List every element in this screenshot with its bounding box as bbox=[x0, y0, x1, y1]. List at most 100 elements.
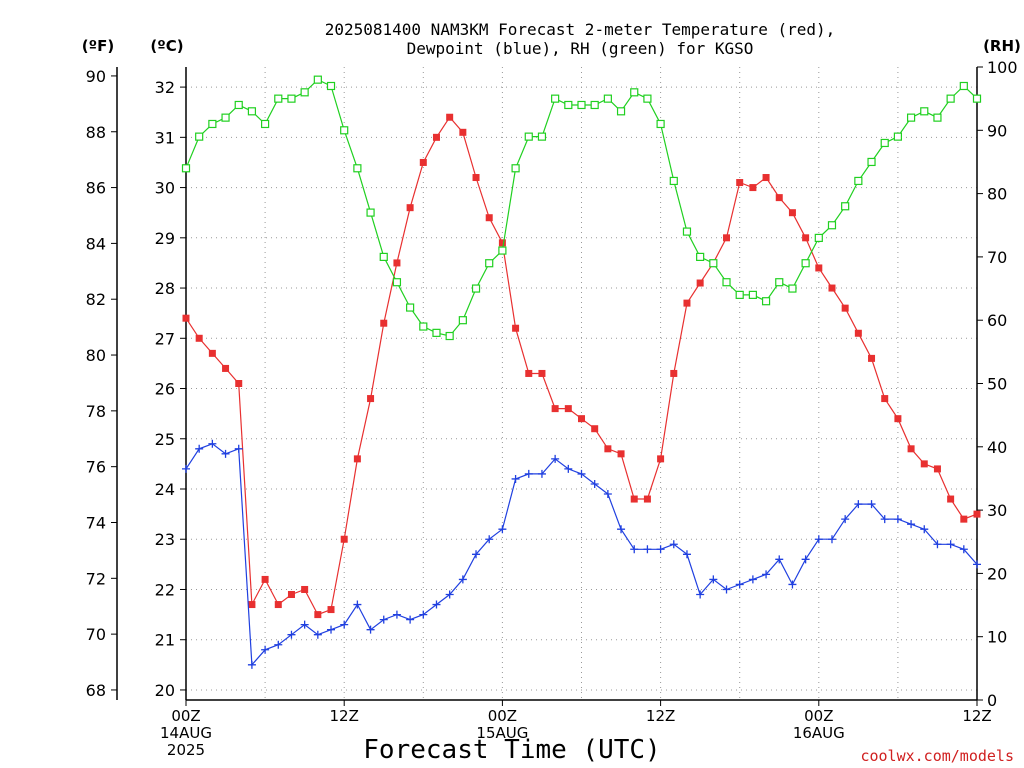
celsius-tick-label: 28 bbox=[155, 279, 175, 298]
dewpoint-point bbox=[300, 620, 309, 629]
x-axis-title: Forecast Time (UTC) bbox=[363, 735, 660, 765]
x-tick-label: 14AUG bbox=[160, 724, 212, 742]
rh-point bbox=[920, 107, 929, 116]
dewpoint-point bbox=[366, 625, 375, 634]
temperature-point bbox=[261, 575, 269, 583]
dewpoint-point bbox=[762, 570, 771, 579]
fahrenheit-tick-label: 76 bbox=[86, 458, 106, 477]
temperature-point bbox=[446, 113, 454, 121]
fahrenheit-unit-label: (ºF) bbox=[82, 37, 114, 55]
temperature-point bbox=[920, 460, 928, 468]
rh-tick-label: 70 bbox=[987, 248, 1007, 267]
celsius-tick-label: 29 bbox=[155, 229, 175, 248]
fahrenheit-tick-label: 84 bbox=[86, 234, 106, 253]
rh-point bbox=[801, 259, 810, 268]
temperature-point bbox=[222, 364, 230, 372]
rh-point bbox=[379, 252, 388, 261]
rh-point bbox=[669, 176, 678, 186]
celsius-tick-label: 23 bbox=[155, 530, 175, 549]
rh-point bbox=[181, 164, 191, 173]
dewpoint-point bbox=[247, 660, 256, 669]
temperature-point bbox=[208, 349, 216, 357]
rh-point bbox=[498, 246, 507, 255]
temperature-point bbox=[894, 415, 902, 423]
temperature-point bbox=[788, 209, 796, 217]
tick-labels: 68 70 72 74 76 78 80 82 84 86 88 90 20 21 22 23 24 25 26 27… bbox=[86, 58, 1018, 759]
rh-point bbox=[696, 252, 705, 261]
x-tick-label: 16AUG bbox=[793, 724, 845, 742]
temperature-point bbox=[973, 510, 981, 518]
dewpoint-point bbox=[973, 560, 981, 569]
rh-point bbox=[893, 132, 903, 141]
temperature-point bbox=[287, 591, 295, 598]
dewpoint-point bbox=[551, 454, 560, 463]
dewpoint-point bbox=[907, 520, 916, 529]
chart-title-line2: Dewpoint (blue), RH (green) for KGSO bbox=[407, 39, 754, 58]
dewpoint-point bbox=[893, 515, 902, 524]
temperature-point bbox=[775, 194, 783, 202]
rh-point bbox=[814, 233, 823, 243]
rh-point bbox=[419, 322, 428, 331]
rh-point bbox=[392, 278, 402, 287]
rh-tick-label: 90 bbox=[987, 121, 1007, 140]
x-tick-label: 12Z bbox=[962, 707, 991, 725]
celsius-tick-label: 26 bbox=[155, 380, 175, 399]
rh-point bbox=[471, 284, 481, 293]
x-tick-label: 00Z bbox=[171, 707, 200, 725]
fahrenheit-tick-label: 74 bbox=[86, 513, 106, 532]
x-tick-label: 00Z bbox=[488, 707, 517, 725]
rh-point bbox=[603, 94, 612, 103]
temperature-point bbox=[881, 395, 889, 403]
celsius-tick-label: 22 bbox=[155, 580, 175, 599]
rh-point bbox=[841, 202, 850, 211]
rh-series bbox=[181, 75, 982, 341]
dewpoint-point bbox=[682, 550, 691, 559]
dewpoint-point bbox=[524, 469, 533, 478]
temperature-point bbox=[551, 405, 559, 413]
series-layer bbox=[181, 75, 982, 669]
dewpoint-point bbox=[814, 535, 823, 544]
rh-point bbox=[630, 88, 639, 97]
temperature-point bbox=[696, 279, 704, 287]
rh-point bbox=[616, 107, 626, 116]
dewpoint-point bbox=[946, 540, 955, 549]
fahrenheit-tick-label: 90 bbox=[86, 67, 106, 86]
temperature-point bbox=[353, 455, 361, 463]
rh-point bbox=[722, 278, 731, 287]
rh-point bbox=[353, 164, 362, 173]
rh-point bbox=[406, 303, 415, 312]
temperature-point bbox=[657, 455, 665, 463]
rh-point bbox=[827, 221, 837, 230]
temperature-point bbox=[564, 405, 572, 413]
temperature-point bbox=[828, 284, 836, 292]
rh-point bbox=[590, 100, 599, 110]
celsius-tick-label: 31 bbox=[155, 128, 175, 147]
dewpoint-point bbox=[392, 610, 401, 619]
rh-tick-label: 50 bbox=[987, 375, 1007, 394]
temperature-point bbox=[749, 184, 757, 192]
temperature-point bbox=[274, 601, 282, 609]
temperature-point bbox=[604, 445, 612, 453]
rh-point bbox=[880, 138, 889, 148]
rh-point bbox=[326, 81, 336, 91]
rh-point bbox=[221, 113, 230, 122]
dewpoint-point bbox=[472, 550, 481, 559]
dewpoint-point bbox=[630, 545, 639, 554]
temperature-point bbox=[248, 601, 256, 609]
dewpoint-point bbox=[867, 500, 876, 509]
temperature-point bbox=[472, 174, 480, 182]
temperature-point bbox=[723, 234, 731, 242]
dewpoint-point bbox=[537, 469, 546, 478]
temperature-point bbox=[933, 465, 941, 473]
rh-tick-label: 80 bbox=[987, 185, 1007, 204]
temperature-point bbox=[630, 495, 638, 503]
rh-point bbox=[867, 157, 876, 167]
dewpoint-point bbox=[603, 490, 612, 499]
temperature-point bbox=[459, 128, 467, 136]
rh-point bbox=[972, 94, 982, 103]
rh-point bbox=[274, 94, 283, 103]
dewpoint-point bbox=[617, 525, 626, 534]
rh-point bbox=[432, 328, 441, 337]
